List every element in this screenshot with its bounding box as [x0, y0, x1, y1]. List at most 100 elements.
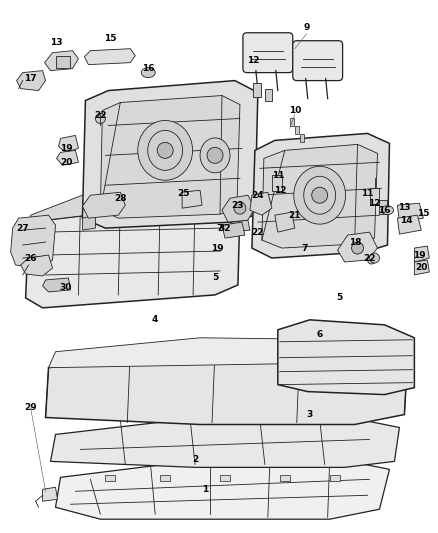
Text: 13: 13: [398, 203, 411, 212]
Circle shape: [95, 114, 106, 124]
Polygon shape: [21, 255, 53, 276]
Polygon shape: [49, 338, 407, 368]
Bar: [56, 55, 71, 68]
Polygon shape: [100, 95, 240, 218]
Circle shape: [234, 202, 246, 214]
Text: 19: 19: [413, 251, 426, 260]
Polygon shape: [278, 320, 414, 394]
Text: 16: 16: [142, 64, 155, 73]
Bar: [379, 200, 388, 214]
Ellipse shape: [141, 68, 155, 78]
Bar: [272, 175, 282, 191]
Polygon shape: [42, 278, 71, 292]
Circle shape: [312, 187, 328, 203]
Text: 7: 7: [217, 224, 223, 232]
Polygon shape: [330, 475, 339, 481]
Polygon shape: [220, 475, 230, 481]
Ellipse shape: [381, 206, 393, 215]
Text: 24: 24: [251, 191, 264, 200]
Ellipse shape: [294, 166, 346, 224]
Polygon shape: [414, 260, 429, 275]
Text: 29: 29: [24, 403, 37, 412]
Polygon shape: [250, 192, 272, 215]
Text: 13: 13: [50, 38, 63, 47]
Text: 5: 5: [336, 293, 343, 302]
Text: 18: 18: [350, 238, 362, 247]
Text: 22: 22: [363, 254, 376, 263]
Text: 11: 11: [272, 171, 284, 180]
Text: 7: 7: [301, 244, 308, 253]
Polygon shape: [45, 51, 78, 71]
Polygon shape: [28, 188, 240, 228]
Polygon shape: [11, 215, 56, 268]
Text: 12: 12: [274, 185, 286, 195]
Text: 15: 15: [417, 209, 430, 217]
Polygon shape: [280, 475, 290, 481]
Text: 1: 1: [202, 485, 208, 494]
Polygon shape: [17, 71, 46, 91]
Polygon shape: [25, 200, 240, 308]
Text: 5: 5: [212, 273, 218, 282]
Polygon shape: [57, 150, 78, 165]
Text: 20: 20: [60, 158, 73, 167]
Polygon shape: [275, 212, 295, 232]
Polygon shape: [82, 192, 125, 218]
FancyBboxPatch shape: [243, 33, 293, 72]
Circle shape: [370, 253, 379, 263]
Circle shape: [352, 242, 364, 254]
Polygon shape: [50, 417, 399, 467]
Text: 3: 3: [307, 410, 313, 419]
Polygon shape: [182, 190, 202, 208]
Text: 30: 30: [59, 284, 72, 293]
Polygon shape: [46, 348, 407, 424]
Polygon shape: [338, 232, 378, 262]
Polygon shape: [262, 144, 378, 248]
Circle shape: [207, 148, 223, 163]
Text: 17: 17: [24, 74, 37, 83]
Text: 22: 22: [251, 228, 264, 237]
Text: 19: 19: [211, 244, 223, 253]
Bar: [265, 88, 272, 101]
Polygon shape: [56, 459, 389, 519]
Text: 25: 25: [177, 189, 189, 198]
Bar: [370, 188, 379, 204]
Bar: [253, 83, 261, 96]
Polygon shape: [82, 215, 95, 230]
Polygon shape: [82, 80, 258, 228]
Text: 12: 12: [368, 199, 381, 208]
Text: 27: 27: [16, 224, 29, 232]
Text: 20: 20: [415, 263, 427, 272]
Text: 21: 21: [289, 211, 301, 220]
Circle shape: [157, 142, 173, 158]
Text: 10: 10: [289, 106, 301, 115]
Bar: [290, 118, 294, 126]
Polygon shape: [85, 49, 135, 64]
Polygon shape: [397, 215, 421, 234]
Text: 14: 14: [400, 216, 413, 224]
Text: 28: 28: [114, 193, 127, 203]
Text: 2: 2: [192, 455, 198, 464]
Polygon shape: [414, 246, 429, 262]
Text: 22: 22: [94, 111, 106, 120]
Text: 19: 19: [60, 144, 73, 153]
Ellipse shape: [138, 120, 193, 180]
Polygon shape: [252, 133, 389, 258]
FancyBboxPatch shape: [293, 41, 343, 80]
Polygon shape: [106, 475, 115, 481]
Text: 23: 23: [232, 201, 244, 209]
Text: 15: 15: [104, 34, 117, 43]
Polygon shape: [222, 195, 255, 222]
Text: 32: 32: [219, 224, 231, 232]
Text: 12: 12: [247, 56, 259, 65]
Text: 26: 26: [25, 254, 37, 263]
Text: 16: 16: [378, 206, 391, 215]
Text: 11: 11: [361, 189, 374, 198]
Polygon shape: [232, 220, 250, 232]
Bar: [295, 126, 299, 134]
Polygon shape: [222, 222, 245, 238]
Polygon shape: [397, 203, 424, 222]
Polygon shape: [160, 475, 170, 481]
Polygon shape: [59, 135, 78, 152]
Bar: [300, 134, 304, 142]
Ellipse shape: [200, 138, 230, 173]
